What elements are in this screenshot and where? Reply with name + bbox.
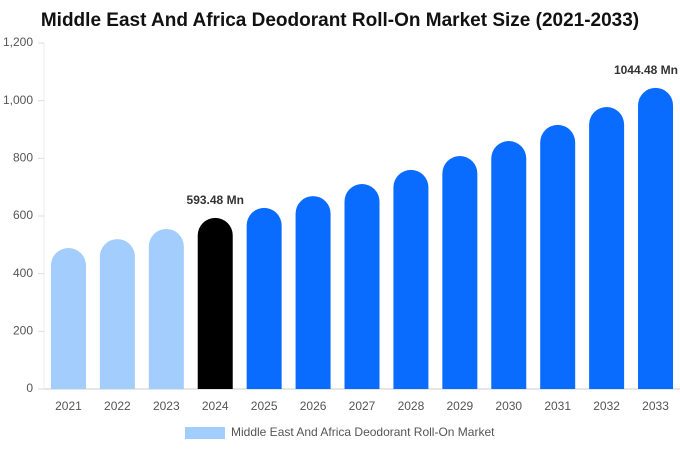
value-label: 1044.48 Mn: [614, 63, 678, 77]
x-tick-label: 2032: [593, 399, 620, 413]
bar: [344, 183, 380, 389]
x-tick-label: 2029: [446, 399, 473, 413]
bar: [295, 196, 331, 389]
value-label: 593.48 Mn: [187, 193, 244, 207]
x-tick-label: 2023: [153, 399, 180, 413]
bar: [50, 248, 86, 389]
y-tick-label: 600: [13, 208, 33, 222]
x-tick-label: 2021: [55, 399, 82, 413]
x-tick-label: 2033: [642, 399, 669, 413]
bar: [638, 87, 674, 389]
chart-title: Middle East And Africa Deodorant Roll-On…: [41, 10, 639, 31]
x-tick-label: 2027: [349, 399, 376, 413]
y-tick-label: 0: [26, 381, 33, 395]
legend-label: Middle East And Africa Deodorant Roll-On…: [231, 425, 495, 439]
y-tick-label: 1,000: [3, 93, 33, 107]
x-tick-label: 2022: [104, 399, 131, 413]
y-tick-label: 200: [13, 324, 33, 338]
legend-swatch: [185, 427, 225, 439]
x-tick-label: 2028: [398, 399, 425, 413]
x-tick-label: 2031: [544, 399, 571, 413]
bar: [442, 156, 478, 389]
bar: [491, 141, 527, 389]
bar: [393, 169, 429, 389]
y-tick-label: 1,200: [3, 35, 33, 49]
bar: [540, 124, 576, 390]
y-tick-label: 400: [13, 266, 33, 280]
bar: [197, 217, 233, 389]
x-tick-label: 2024: [202, 399, 229, 413]
y-tick-label: 800: [13, 151, 33, 165]
bar: [148, 228, 184, 389]
bar: [99, 239, 135, 389]
bar: [589, 107, 625, 389]
x-tick-label: 2030: [495, 399, 522, 413]
x-tick-label: 2026: [300, 399, 327, 413]
bar: [246, 207, 282, 389]
x-tick-label: 2025: [251, 399, 278, 413]
